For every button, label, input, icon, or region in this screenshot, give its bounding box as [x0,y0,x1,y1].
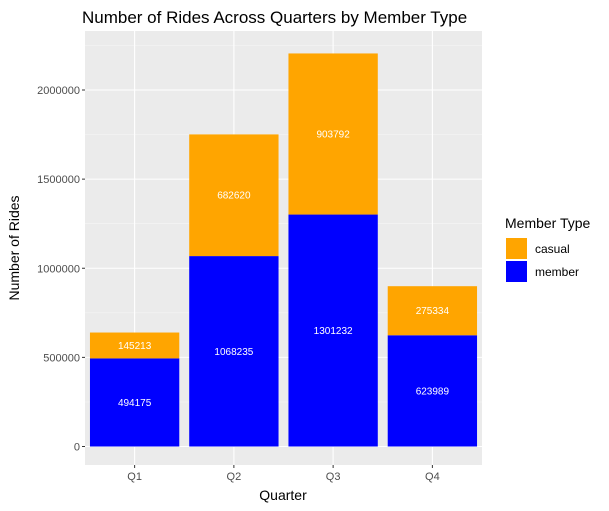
bar-casual-q3 [288,53,378,215]
x-tick-label: Q4 [425,471,440,483]
x-axis-title: Quarter [259,487,307,503]
x-tick-label: Q2 [227,471,242,483]
y-tick-label: 1500000 [37,174,80,186]
y-tick-label: 0 [74,442,80,454]
data-label-member-q3: 1301232 [314,326,353,337]
y-axis: 0 500000 1000000 1500000 2000000 [37,85,85,454]
legend-label-member: member [535,265,579,279]
legend-swatch-member [506,261,527,282]
bar-labels: 494175 145213 1068235 682620 1301232 903792 62… [118,130,450,409]
chart-title: Number of Rides Across Quarters by Membe… [82,8,467,27]
bar-casual-q4 [387,286,478,336]
data-label-member-q1: 494175 [118,398,152,409]
legend-title: Member Type [505,215,591,231]
data-label-casual-q1: 145213 [118,341,152,352]
bar-member-q4 [387,335,478,447]
legend: Member Type casual member [505,215,591,282]
bar-member-q2 [189,256,279,447]
data-label-casual-q4: 275334 [416,306,450,317]
x-axis: Q1 Q2 Q3 Q4 [127,465,440,483]
bar-casual-q2 [189,134,279,257]
y-axis-title: Number of Rides [6,195,22,300]
data-label-member-q2: 1068235 [214,347,253,358]
y-tick-label: 500000 [43,352,80,364]
y-tick-label: 1000000 [37,263,80,275]
x-tick-label: Q1 [127,471,142,483]
bars [89,53,478,447]
data-label-casual-q3: 903792 [316,130,350,141]
bar-casual-q1 [89,332,180,359]
bar-member-q3 [288,214,378,447]
y-tick-label: 2000000 [37,85,80,97]
bar-member-q1 [89,358,180,447]
x-tick-label: Q3 [326,471,341,483]
data-label-casual-q2: 682620 [217,191,251,202]
legend-swatch-casual [506,238,527,259]
data-label-member-q4: 623989 [416,386,450,397]
legend-label-casual: casual [535,242,570,256]
